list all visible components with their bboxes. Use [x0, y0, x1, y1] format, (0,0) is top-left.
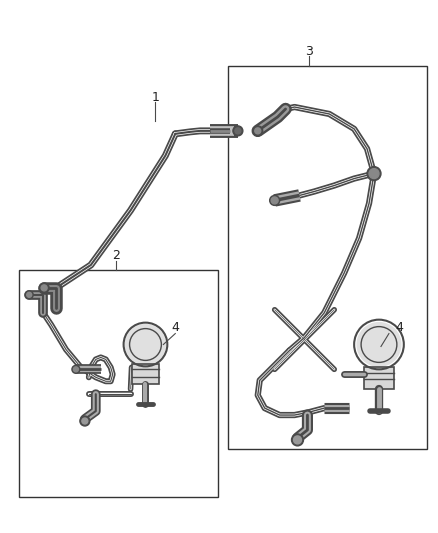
Circle shape [293, 436, 301, 444]
Bar [19, 270, 218, 497]
Circle shape [255, 128, 261, 134]
Circle shape [74, 367, 78, 372]
Circle shape [126, 325, 165, 365]
Text: 3: 3 [305, 45, 313, 58]
Circle shape [253, 126, 263, 136]
Circle shape [72, 365, 80, 373]
Circle shape [25, 291, 33, 299]
Circle shape [367, 167, 381, 181]
Circle shape [271, 197, 278, 204]
Circle shape [80, 416, 90, 426]
Text: 2: 2 [112, 248, 120, 262]
Bar [131, 365, 159, 384]
Text: 4: 4 [395, 321, 403, 334]
Circle shape [292, 434, 304, 446]
Bar [364, 367, 394, 389]
Text: 4: 4 [171, 321, 179, 334]
Circle shape [39, 283, 49, 293]
Circle shape [369, 168, 379, 179]
Circle shape [27, 292, 32, 297]
Circle shape [233, 126, 243, 136]
Circle shape [41, 285, 47, 291]
Circle shape [270, 196, 279, 205]
Circle shape [235, 128, 241, 134]
Circle shape [82, 418, 88, 424]
Circle shape [357, 322, 401, 366]
Bar [228, 66, 427, 449]
Text: 1: 1 [152, 91, 159, 103]
